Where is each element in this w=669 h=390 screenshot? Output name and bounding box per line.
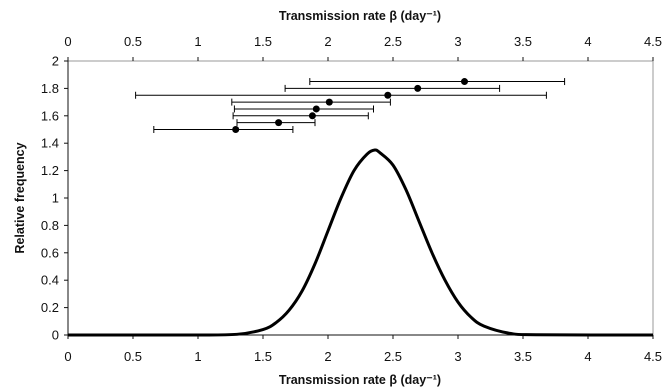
x-tick-label-top: 1: [194, 34, 201, 49]
x-tick-labels-bottom: 0 0.5 1 1.5 2 2.5 3 3.5 4 4.5: [64, 335, 662, 364]
x-tick-label-bottom: 4: [584, 349, 591, 364]
y-tick-label: 0: [52, 328, 59, 343]
x-tick-label-top: 0.5: [124, 34, 142, 49]
x-tick-label-bottom: 0.5: [124, 349, 142, 364]
x-tick-labels-top: 0 0.5 1 1.5 2 2.5 3 3.5 4 4.5: [64, 34, 662, 61]
y-tick-label: 0.8: [41, 218, 59, 233]
x-tick-label-bottom: 2: [324, 349, 331, 364]
y-axis-title: Relative frequency: [13, 142, 27, 253]
x-tick-label-bottom: 0: [64, 349, 71, 364]
x-tick-label-top: 2: [324, 34, 331, 49]
estimate-point: [461, 78, 468, 86]
y-tick-label: 1: [52, 191, 59, 206]
x-tick-label-bottom: 3: [454, 349, 461, 364]
x-tick-label-top: 1.5: [254, 34, 272, 49]
y-tick-label: 2: [52, 54, 59, 69]
x-tick-label-top: 4: [584, 34, 591, 49]
y-tick-label: 0.6: [41, 245, 59, 260]
y-tick-label: 0.2: [41, 300, 59, 315]
estimate-point: [312, 105, 320, 113]
x-tick-label-top: 2.5: [384, 34, 402, 49]
estimate-point: [275, 119, 283, 127]
estimate-point: [308, 112, 316, 120]
frequency-curve: [68, 148, 654, 337]
x-axis-title-bottom: Transmission rate β (day⁻¹): [279, 373, 441, 387]
x-tick-label-bottom: 1: [194, 349, 201, 364]
x-tick-label-bottom: 2.5: [384, 349, 402, 364]
y-tick-label: 1.8: [41, 81, 59, 96]
y-tick-label: 1.6: [41, 108, 59, 123]
x-axis-title-top: Transmission rate β (day⁻¹): [279, 9, 441, 23]
x-tick-label-bottom: 4.5: [644, 349, 662, 364]
estimate-series: [135, 78, 566, 133]
estimate-point: [325, 98, 333, 106]
y-tick-label: 1.4: [41, 136, 59, 151]
estimate-point: [232, 126, 240, 133]
x-tick-label-top: 3: [454, 34, 461, 49]
x-tick-label-top: 3.5: [514, 34, 532, 49]
y-tick-labels: 0 0.2 0.4 0.6 0.8 1 1.2 1.4 1.6 1.8 2: [41, 54, 68, 343]
y-tick-label: 1.2: [41, 163, 59, 178]
x-tick-label-top: 4.5: [644, 34, 662, 49]
x-tick-label-top: 0: [64, 34, 71, 49]
estimate-point: [384, 91, 392, 99]
x-tick-label-bottom: 3.5: [514, 349, 532, 364]
x-tick-label-bottom: 1.5: [254, 349, 272, 364]
estimate-point: [414, 84, 422, 92]
y-tick-label: 0.4: [41, 273, 59, 288]
